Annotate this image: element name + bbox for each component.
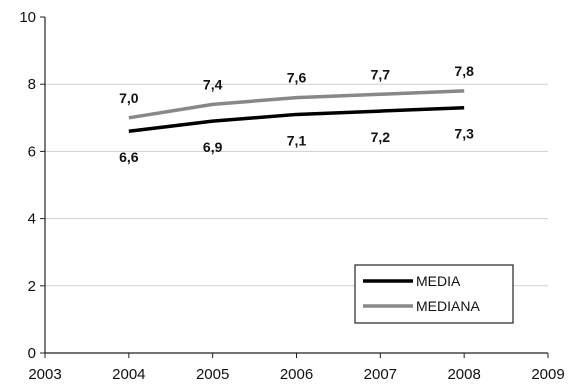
data-label-layer: 6,6 6,9 7,1 7,2 7,3 7,0 7,4 7,6 7,7 7,8 (119, 63, 474, 165)
series-line-media (128, 105, 465, 133)
legend-label-mediana: MEDIANA (416, 298, 480, 314)
data-label-media: 6,9 (203, 139, 223, 155)
data-label-mediana: 7,4 (203, 76, 223, 92)
series-layer (128, 89, 465, 133)
y-tick-label: 8 (28, 76, 36, 93)
y-tick-label: 6 (28, 143, 36, 160)
legend-label-media: MEDIA (416, 273, 461, 289)
data-label-media: 7,1 (287, 132, 307, 148)
legend-box (354, 264, 514, 324)
y-tick-label: 2 (28, 278, 36, 295)
y-tick-label: 4 (28, 211, 36, 228)
axis-layer: 0 2 4 6 8 10 2003 2004 2005 2006 2007 2008 2009 (19, 9, 564, 383)
data-label-mediana: 7,7 (371, 66, 391, 82)
x-tick-label: 2003 (28, 366, 61, 383)
legend: MEDIA MEDIANA (354, 264, 514, 324)
x-tick-label: 2004 (112, 366, 145, 383)
data-label-media: 7,3 (454, 126, 474, 142)
x-tick-label: 2009 (531, 366, 564, 383)
y-tick-label: 0 (28, 345, 36, 362)
x-tick-label: 2006 (280, 366, 313, 383)
data-label-media: 7,2 (371, 129, 391, 145)
series-line-mediana (128, 89, 465, 120)
data-label-mediana: 7,8 (454, 63, 474, 79)
data-label-mediana: 7,0 (119, 90, 139, 106)
data-label-mediana: 7,6 (287, 70, 307, 86)
y-tick-label: 10 (19, 9, 36, 26)
x-tick-label: 2005 (196, 366, 229, 383)
data-label-media: 6,6 (119, 149, 139, 165)
x-tick-label: 2007 (364, 366, 397, 383)
x-tick-label: 2008 (447, 366, 480, 383)
